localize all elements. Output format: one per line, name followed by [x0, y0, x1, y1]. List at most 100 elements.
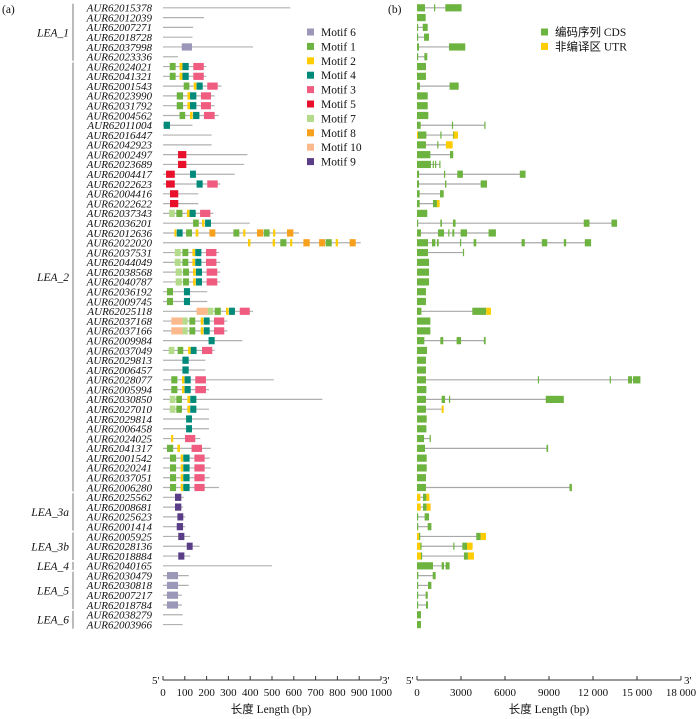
cds-exon [445, 562, 450, 570]
motif-box-m6 [166, 591, 179, 599]
gene-structure-tracks [417, 4, 641, 629]
gene-name: AUR62006457 [86, 365, 153, 377]
motif-box-m2 [290, 239, 293, 247]
motif-box-m2 [177, 444, 181, 452]
cds-exon [417, 601, 419, 609]
gene-name: AUR62030850 [86, 394, 153, 406]
motif-box-m9 [186, 542, 193, 550]
gene-name: AUR62009745 [86, 296, 153, 308]
gene-name: AUR62037168 [86, 316, 153, 328]
gene-name: AUR62030479 [86, 570, 153, 582]
cds-exon [476, 532, 481, 541]
axis-tick-label: 400 [242, 687, 259, 699]
motif-box-m3 [193, 72, 204, 80]
cds-exon [422, 23, 428, 31]
cds-exon [452, 229, 455, 237]
axis-tick-label: 12 000 [578, 687, 609, 699]
motif-box-m2 [202, 219, 205, 227]
cds-exon [521, 239, 525, 247]
group-label: LEA_5 [36, 585, 69, 597]
motif-tracks [163, 7, 361, 626]
legend-label: Motif 6 [321, 27, 356, 39]
gene-name: AUR62037531 [86, 247, 152, 259]
panel-a-5prime: 5' [152, 675, 160, 687]
cds-exon [417, 4, 425, 12]
motif-box-m4 [183, 483, 190, 492]
cds-exon [432, 200, 437, 208]
cds-exon [417, 562, 433, 570]
gene-name: AUR62023990 [86, 91, 153, 103]
motif-box-m2 [193, 268, 196, 276]
motif-box-m2 [187, 405, 191, 413]
motif-box-m4 [203, 317, 210, 325]
axis-tick-label: 0 [414, 687, 420, 699]
gene-name: AUR62020241 [86, 463, 152, 475]
gene-name: AUR62025118 [86, 306, 152, 318]
motif-box-m2 [180, 454, 184, 462]
motif-box-m8 [256, 229, 264, 237]
legend-swatch-m9 [307, 158, 314, 166]
cds-exon [417, 366, 426, 374]
legend-label: Motif 9 [321, 157, 356, 169]
gene-name: AUR62041321 [86, 71, 152, 83]
cds-exon [440, 337, 444, 345]
motif-box-m1 [176, 209, 183, 217]
cds-exon [563, 239, 567, 247]
panel-b-3prime: 3' [684, 675, 692, 687]
cds-exon [462, 248, 465, 257]
motif-box-m10 [196, 307, 208, 315]
cds-exon [417, 248, 428, 257]
utr-region [417, 493, 421, 501]
motif-box-m3 [191, 444, 203, 452]
motif-box-m8 [349, 239, 356, 247]
cds-exon [424, 513, 430, 521]
gene-name: AUR62037166 [86, 326, 153, 338]
cds-exon [417, 121, 421, 129]
legend-label: Motif 10 [321, 142, 362, 154]
motif-box-m4 [183, 288, 191, 296]
cds-exon [417, 523, 419, 531]
gene-name: AUR62003966 [86, 619, 153, 631]
axis-tick-label: 0 [160, 687, 166, 699]
cds-exon [417, 454, 427, 462]
motif-box-m3 [194, 454, 205, 462]
motif-box-m4 [190, 395, 197, 403]
utr-region [417, 542, 421, 550]
motif-box-m1 [179, 111, 186, 120]
gene-name: AUR62006458 [86, 424, 153, 436]
motif-box-m2 [180, 464, 184, 472]
cds-exon [423, 493, 427, 501]
motif-box-m2 [273, 229, 276, 237]
motif-box-m6 [166, 572, 179, 580]
motif-box-m1 [183, 268, 189, 276]
motif-box-m4 [195, 248, 202, 257]
cds-exon [424, 33, 430, 41]
axis-tick-label: 500 [264, 687, 281, 699]
motif-box-m2 [179, 62, 183, 71]
cds-exon [417, 581, 419, 590]
cds-exon [420, 552, 423, 560]
motif-box-m9 [178, 532, 185, 541]
gene-name: AUR62009984 [86, 335, 153, 347]
motif-box-m1 [169, 474, 177, 482]
cds-exon [456, 337, 461, 345]
gene-name: AUR62040165 [86, 561, 153, 573]
group-label: LEA_1 [36, 27, 69, 39]
utr-region [417, 532, 420, 541]
motif-box-m9 [174, 493, 182, 501]
cds-exon [417, 62, 426, 71]
gene-name: AUR62025562 [86, 492, 153, 504]
cds-exon [417, 23, 419, 31]
gene-name: AUR62006280 [86, 482, 153, 494]
cds-exon [628, 376, 633, 384]
motif-box-m2 [179, 72, 183, 80]
motif-box-m2 [272, 239, 276, 247]
gene-name: AUR62001543 [86, 81, 153, 93]
panel-b-label: (b) [388, 4, 402, 16]
cds-exon [417, 180, 420, 188]
cds-exon [417, 33, 419, 41]
gene-name: AUR62027010 [86, 404, 153, 416]
gene-name: AUR62036201 [86, 218, 152, 230]
motif-box-m4 [182, 72, 189, 80]
motif-box-m3 [200, 209, 211, 217]
